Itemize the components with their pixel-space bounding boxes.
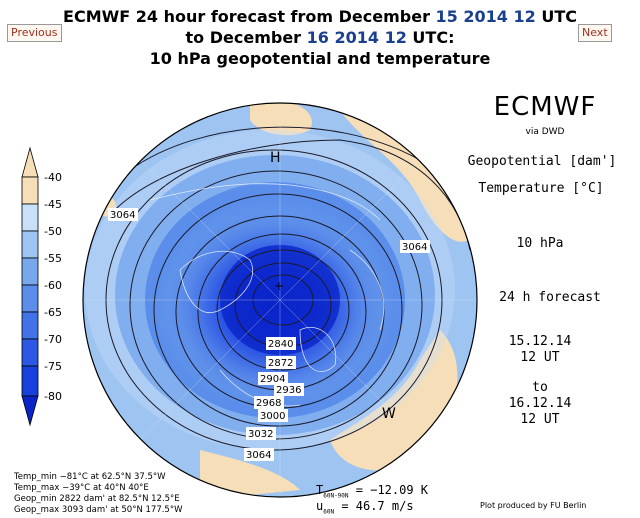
legend-swatch — [21, 203, 39, 232]
polar-map — [83, 103, 477, 497]
title-line-1: ECMWF 24 hour forecast from December 15 … — [0, 6, 640, 27]
contour-label: 3064 — [402, 242, 427, 253]
temperature-legend: -40 -45 -50 -55 -60 -65 -70 -75 -80 — [21, 146, 62, 427]
legend-label: -55 — [44, 252, 62, 265]
next-button[interactable]: Next — [578, 24, 612, 42]
legend-swatch — [21, 257, 39, 286]
legend-swatch — [21, 284, 39, 313]
legend-label: -60 — [44, 279, 62, 292]
west-marker: W — [382, 406, 396, 422]
legend-swatch-bottom — [21, 395, 39, 427]
legend-label: -45 — [44, 198, 62, 211]
mean-temperature: T60N-90N = −12.09 K — [316, 483, 428, 499]
title-line-2: to December 16 2014 12 UTC: — [0, 27, 640, 48]
temp-min-stat: Temp_min −81°C at 62.5°N 37.5°W — [14, 472, 166, 482]
previous-button[interactable]: Previous — [7, 24, 62, 42]
contour-label: 3064 — [246, 450, 271, 461]
geop-max-stat: Geop_max 3093 dam' at 50°N 177.5°W — [14, 505, 183, 515]
title-text: ECMWF 24 hour forecast from December — [63, 7, 436, 26]
mean-wind: u60N = 46.7 m/s — [316, 499, 414, 515]
forecast-range: 24 h forecast — [499, 290, 601, 305]
title-text: to December — [185, 28, 307, 47]
u-value: = 46.7 m/s — [341, 499, 414, 513]
contour-label: 2840 — [268, 339, 293, 350]
legend-label: -65 — [44, 306, 62, 319]
credit-text: Plot produced by FU Berlin — [480, 501, 587, 510]
legend-swatch — [21, 338, 39, 367]
end-date: 16.12.14 — [508, 396, 572, 411]
end-day: 16 — [306, 28, 329, 47]
start-date: 15.12.14 — [508, 334, 572, 349]
u-symbol: u — [316, 499, 324, 513]
start-year: 2014 — [463, 7, 508, 26]
legend-label: -75 — [44, 360, 62, 373]
contour-label: 2904 — [260, 374, 285, 385]
legend-label: -70 — [44, 333, 62, 346]
map-border — [82, 102, 478, 498]
legend-swatch — [21, 176, 39, 205]
legend-swatch-top — [21, 146, 39, 178]
t-symbol: T — [316, 483, 324, 497]
geopotential-label: Geopotential [dam'] — [467, 154, 617, 169]
to-label: to — [532, 380, 548, 395]
t-subscript: 60N-90N — [323, 492, 349, 500]
legend-label: -50 — [44, 225, 62, 238]
title-utc: UTC — [535, 7, 577, 26]
low-pressure-marker: + — [274, 279, 284, 293]
legend-label: -40 — [44, 171, 62, 184]
contour-label: 2968 — [256, 398, 281, 409]
contour-label: 3032 — [248, 429, 273, 440]
end-time: 12 UT — [520, 412, 560, 427]
contour-label: 2936 — [276, 385, 301, 396]
legend-swatch — [21, 230, 39, 259]
t-value: = −12.09 K — [355, 483, 429, 497]
start-time: 12 UT — [520, 350, 560, 365]
start-hour: 12 — [513, 7, 536, 26]
geop-min-stat: Geop_min 2822 dam' at 82.5°N 12.5°E — [14, 494, 180, 504]
legend-swatch — [21, 365, 39, 397]
model-source: via DWD — [525, 127, 565, 137]
end-year: 2014 — [334, 28, 380, 47]
pressure-level: 10 hPa — [516, 236, 564, 251]
high-pressure-marker: H — [270, 150, 281, 166]
forecast-title: ECMWF 24 hour forecast from December 15 … — [0, 6, 640, 69]
title-line-3: 10 hPa geopotential and temperature — [149, 49, 491, 68]
legend-label: -80 — [44, 390, 62, 403]
title-utc: UTC: — [406, 28, 455, 47]
contour-label: 3000 — [260, 411, 285, 422]
end-hour: 12 — [384, 28, 407, 47]
temp-max-stat: Temp_max −39°C at 40°N 40°E — [14, 483, 149, 493]
contour-label: 3064 — [110, 210, 135, 221]
model-name: ECMWF — [493, 92, 597, 122]
contour-label: 2872 — [268, 358, 293, 369]
legend-swatch — [21, 311, 39, 340]
temperature-label: Temperature [°C] — [478, 181, 604, 196]
u-subscript: 60N — [323, 508, 335, 516]
start-day: 15 — [435, 7, 458, 26]
